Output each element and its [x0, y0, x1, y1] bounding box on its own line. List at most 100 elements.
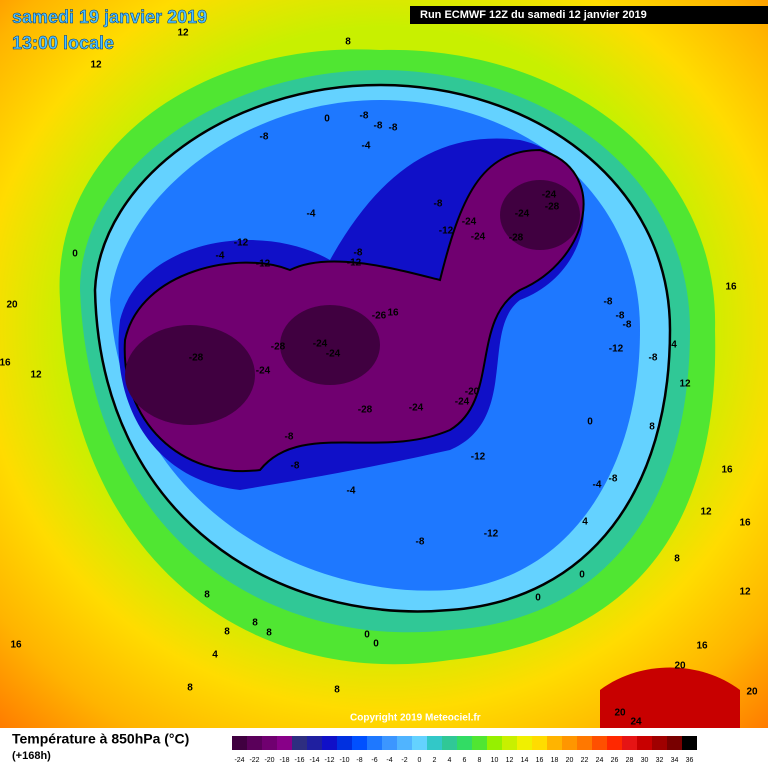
contour-label: 12 — [700, 507, 712, 518]
contour-label: 12 — [90, 60, 102, 71]
contour-label: 8 — [674, 554, 680, 565]
contour-label: -24 — [326, 349, 341, 360]
legend-tick-label: 4 — [448, 757, 452, 764]
legend-tick-label: 32 — [656, 757, 664, 764]
legend-tick-label: -20 — [264, 757, 274, 764]
legend-swatch — [262, 736, 277, 750]
legend-tick-label: 34 — [671, 757, 679, 764]
legend-tick-label: 36 — [686, 757, 694, 764]
contour-label: 12 — [679, 379, 691, 390]
contour-label: -12 — [439, 226, 454, 237]
contour-label: -12 — [484, 529, 499, 540]
legend-swatch — [592, 736, 607, 750]
legend-tick-label: 26 — [611, 757, 619, 764]
contour-label: -8 — [285, 432, 294, 443]
legend-tick-label: -6 — [371, 757, 377, 764]
legend-swatch — [547, 736, 562, 750]
contour-label: -12 — [471, 452, 486, 463]
contour-label: 16 — [721, 465, 733, 476]
contour-label: -8 — [389, 123, 398, 134]
contour-label: 4 — [212, 650, 218, 661]
legend-swatch — [682, 736, 697, 750]
contour-label: -24 — [542, 190, 557, 201]
legend-swatch — [382, 736, 397, 750]
contour-label: 12 — [739, 587, 751, 598]
contour-label: 8 — [204, 590, 210, 601]
contour-label: -8 — [416, 537, 425, 548]
legend-tick-label: -12 — [324, 757, 334, 764]
zone-core-east — [500, 180, 580, 250]
legend-swatch — [322, 736, 337, 750]
legend-swatch — [427, 736, 442, 750]
contour-label: 4 — [582, 517, 588, 528]
legend-tick-label: 24 — [596, 757, 604, 764]
legend-swatch — [577, 736, 592, 750]
legend-tick-label: -2 — [401, 757, 407, 764]
legend-tick-label: 8 — [478, 757, 482, 764]
legend-swatch — [667, 736, 682, 750]
contour-label: 0 — [72, 249, 78, 260]
footer-label: Température à 850hPa (°C) — [12, 731, 189, 747]
zone-hot — [600, 667, 740, 728]
legend-swatch — [517, 736, 532, 750]
legend-swatch — [442, 736, 457, 750]
contour-label: -24 — [515, 209, 530, 220]
contour-label: -8 — [604, 297, 613, 308]
contour-label: -8 — [616, 311, 625, 322]
contour-label: 16 — [725, 282, 737, 293]
contour-label: -12 — [609, 344, 624, 355]
legend-tick-label: 2 — [433, 757, 437, 764]
legend-swatch — [232, 736, 247, 750]
legend-swatch — [562, 736, 577, 750]
contour-label: 0 — [579, 570, 585, 581]
legend-swatch — [352, 736, 367, 750]
zone-core-center — [280, 305, 380, 385]
contour-label: -24 — [409, 403, 424, 414]
legend-swatch — [397, 736, 412, 750]
contour-label: -28 — [271, 342, 286, 353]
legend-tick-label: -8 — [356, 757, 362, 764]
legend-tick-label: 0 — [418, 757, 422, 764]
legend-swatch — [607, 736, 622, 750]
contour-label: 8 — [224, 627, 230, 638]
contour-label: -12 — [347, 258, 362, 269]
contour-label: 24 — [630, 717, 642, 728]
legend-swatch — [532, 736, 547, 750]
contour-label: 8 — [345, 37, 351, 48]
contour-label: -8 — [360, 111, 369, 122]
contour-label: -8 — [291, 461, 300, 472]
legend-swatch — [487, 736, 502, 750]
legend-swatch — [502, 736, 517, 750]
legend-swatch — [247, 736, 262, 750]
legend-tick-label: 22 — [581, 757, 589, 764]
legend-tick-label: 10 — [491, 757, 499, 764]
contour-label: 0 — [535, 593, 541, 604]
legend-tick-label: -24 — [234, 757, 244, 764]
legend-tick-label: 12 — [506, 757, 514, 764]
contour-label: -28 — [509, 233, 524, 244]
contour-label: -24 — [455, 397, 470, 408]
contour-label: 16 — [387, 308, 399, 319]
contour-label: 0 — [324, 114, 330, 125]
contour-label: 8 — [187, 683, 193, 694]
contour-label: 20 — [614, 708, 626, 719]
contour-label: 8 — [649, 422, 655, 433]
legend-tick-label: -16 — [294, 757, 304, 764]
legend-swatch — [412, 736, 427, 750]
contour-label: 4 — [671, 340, 677, 351]
legend-tick-label: 30 — [641, 757, 649, 764]
legend-tick-label: -4 — [386, 757, 392, 764]
legend-swatch — [277, 736, 292, 750]
legend-swatch — [637, 736, 652, 750]
contour-label: -8 — [260, 132, 269, 143]
legend-swatch — [307, 736, 322, 750]
contour-label: -8 — [434, 199, 443, 210]
contour-label: -24 — [313, 339, 328, 350]
title: samedi 19 janvier 2019 — [12, 7, 207, 27]
contour-label: 8 — [252, 618, 258, 629]
legend-swatch — [652, 736, 667, 750]
zone-core-west — [125, 325, 255, 425]
contour-label: 20 — [746, 687, 758, 698]
